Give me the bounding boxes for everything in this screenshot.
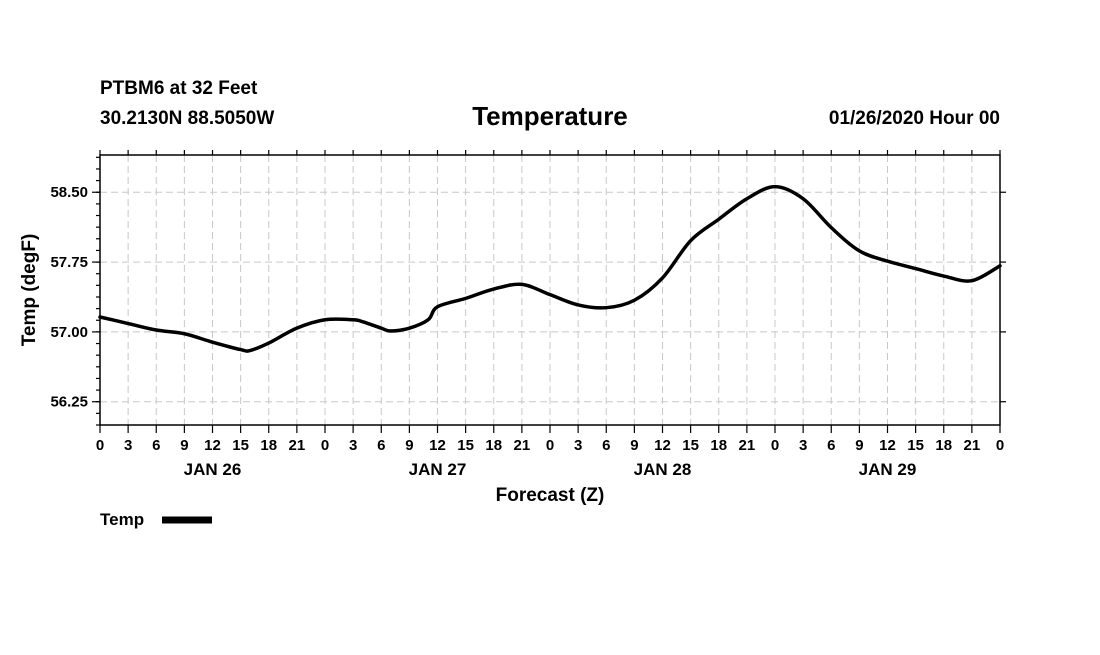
x-tick-label: 18 [485,437,502,454]
x-tick-label: 15 [457,437,474,454]
x-tick-label: 0 [96,437,104,454]
x-tick-label: 0 [321,437,329,454]
x-tick-label: 0 [546,437,554,454]
legend-label: Temp [100,510,144,529]
x-tick-label: 15 [232,437,249,454]
y-axis-title: Temp (degF) [19,234,40,347]
x-tick-label: 21 [289,437,306,454]
x-tick-label: 6 [827,437,835,454]
chart-title: Temperature [472,101,628,131]
x-tick-label: 9 [630,437,638,454]
x-tick-label: 9 [405,437,413,454]
day-labels: JAN 26 JAN 27 JAN 28 JAN 29 [184,460,917,479]
x-tick-label: 6 [377,437,385,454]
x-tick-label: 18 [710,437,727,454]
y-tick-label: 57.00 [50,324,88,341]
day-label: JAN 29 [859,460,917,479]
day-label: JAN 27 [409,460,467,479]
legend: Temp [100,510,212,529]
x-tick-label: 18 [935,437,952,454]
x-tick-label: 21 [739,437,756,454]
x-tick-label: 12 [879,437,896,454]
x-tick-label: 12 [204,437,221,454]
series-line-temp [98,184,1002,353]
day-label: JAN 28 [634,460,692,479]
x-tick-label: 9 [855,437,863,454]
x-tick-labels: 0 3 6 9 12 15 18 21 0 3 6 9 12 15 18 21 0 3 6 9 12 15 18 21 0 3 6 9… [96,437,1004,454]
x-tick-label: 0 [996,437,1004,454]
forecast-datetime: 01/26/2020 Hour 00 [829,108,1000,129]
x-tick-label: 21 [514,437,531,454]
y-tick-label: 56.25 [50,394,88,411]
x-tick-label: 0 [771,437,779,454]
location-label: 30.2130N 88.5050W [100,108,274,129]
y-tick-labels: 56.25 57.00 57.75 58.50 [50,184,88,410]
x-tick-label: 6 [152,437,160,454]
x-axis-title: Forecast (Z) [496,485,605,506]
x-tick-label: 18 [260,437,277,454]
x-tick-label: 3 [574,437,582,454]
day-label: JAN 26 [184,460,242,479]
x-tick-label: 15 [907,437,924,454]
x-tick-label: 21 [964,437,981,454]
station-label: PTBM6 at 32 Feet [100,78,258,99]
x-tick-label: 3 [124,437,132,454]
axis-ticks [92,150,1006,433]
x-tick-label: 6 [602,437,610,454]
y-tick-label: 57.75 [50,254,88,271]
x-tick-label: 3 [349,437,357,454]
series-layer [98,184,1002,353]
x-tick-label: 15 [682,437,699,454]
x-tick-label: 9 [180,437,188,454]
x-tick-label: 12 [654,437,671,454]
x-tick-label: 12 [429,437,446,454]
x-tick-label: 3 [799,437,807,454]
grid [100,155,1000,425]
y-tick-label: 58.50 [50,184,88,201]
